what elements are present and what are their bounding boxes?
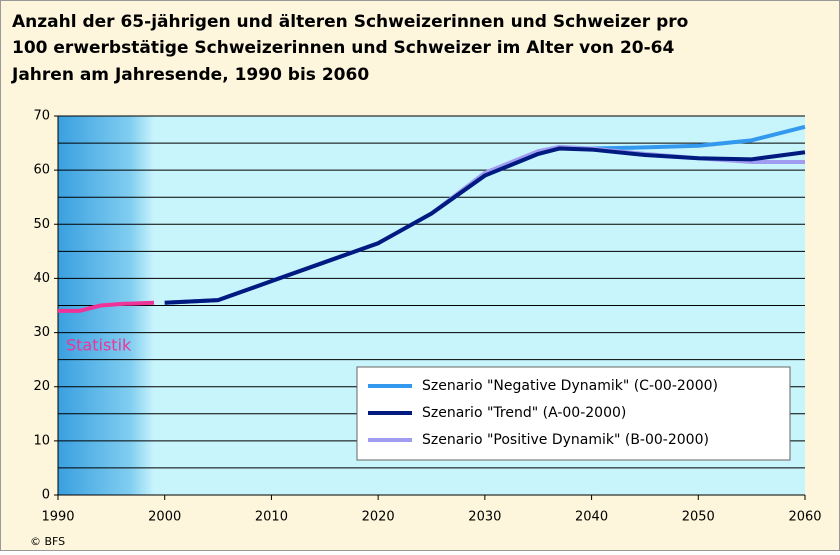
annotation: Statistik	[66, 336, 132, 355]
x-tick-label: 2040	[575, 510, 608, 525]
y-tick-label: 10	[33, 433, 50, 448]
y-tick-label: 70	[33, 109, 50, 124]
source: © BFS	[30, 535, 65, 548]
y-tick-label: 40	[33, 271, 50, 286]
title: Anzahl der 65-jährigen und älteren Schwe…	[12, 12, 688, 32]
x-tick-label: 2010	[255, 510, 288, 525]
y-tick-label: 0	[42, 488, 50, 503]
x-tick-label: 2020	[362, 510, 395, 525]
y-tick-label: 30	[33, 325, 50, 340]
x-tick-label: 2060	[788, 510, 821, 525]
title: 100 erwerbstätige Schweizerinnen und Sch…	[12, 38, 674, 58]
line	[164, 146, 806, 305]
line	[58, 300, 155, 313]
y-tick-label: 50	[33, 217, 50, 232]
legend-label: Szenario "Trend" (A-00-2000)	[422, 405, 626, 421]
title: Jahren am Jahresende, 1990 bis 2060	[11, 65, 369, 85]
y-tick-label: 20	[33, 379, 50, 394]
legend-label: Szenario "Negative Dynamik" (C-00-2000)	[422, 378, 718, 394]
x-tick-label: 2000	[148, 510, 181, 525]
x-tick-label: 2050	[682, 510, 715, 525]
legend-label: Szenario "Positive Dynamik" (B-00-2000)	[422, 432, 709, 448]
x-tick-label: 2030	[468, 510, 501, 525]
x-tick-label: 1990	[41, 510, 74, 525]
legend	[356, 366, 791, 461]
y-tick-label: 60	[33, 163, 50, 178]
